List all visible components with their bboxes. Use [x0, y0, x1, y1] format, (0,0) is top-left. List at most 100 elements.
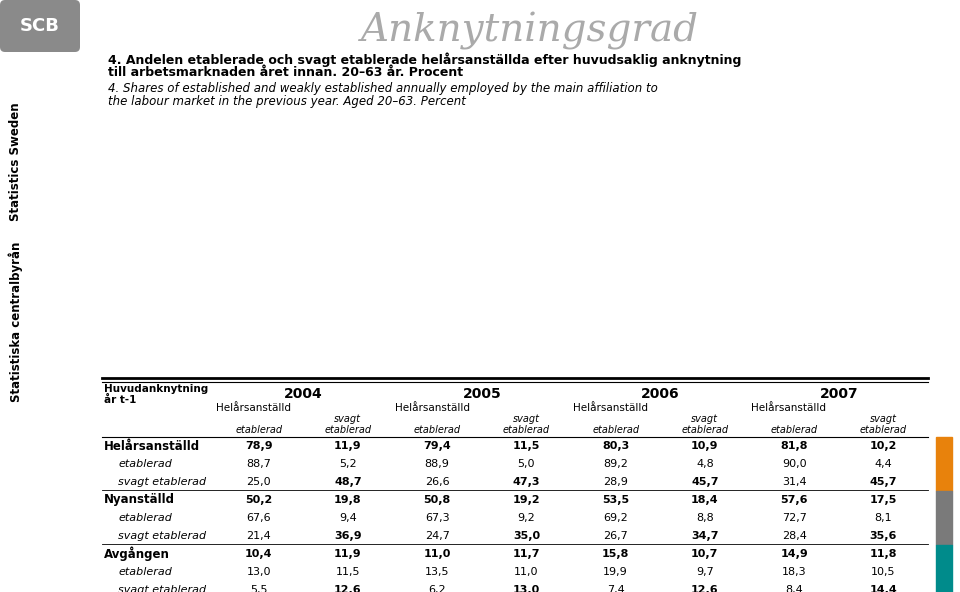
Text: 10,2: 10,2: [870, 441, 897, 451]
Text: 19,8: 19,8: [334, 495, 362, 505]
Text: svagt etablerad: svagt etablerad: [118, 477, 206, 487]
Text: 21,4: 21,4: [247, 531, 271, 541]
Text: Statistiska centralbyrån: Statistiska centralbyrån: [9, 242, 23, 402]
Text: 88,7: 88,7: [246, 459, 271, 469]
Text: Helårsanställd: Helårsanställd: [395, 403, 469, 413]
Text: 35,6: 35,6: [870, 531, 897, 541]
Text: 50,8: 50,8: [423, 495, 451, 505]
Text: 11,0: 11,0: [423, 549, 451, 559]
Text: 11,0: 11,0: [515, 567, 539, 577]
Text: etablerad: etablerad: [771, 425, 818, 435]
Text: Avgången: Avgången: [104, 547, 170, 561]
Text: 31,4: 31,4: [781, 477, 806, 487]
Text: etablerad: etablerad: [235, 425, 282, 435]
Text: 35,0: 35,0: [513, 531, 540, 541]
Bar: [936, 491, 952, 545]
Text: Huvudanknytning: Huvudanknytning: [104, 384, 208, 394]
Text: 57,6: 57,6: [780, 495, 808, 505]
Text: 14,4: 14,4: [870, 585, 898, 592]
Text: 53,5: 53,5: [602, 495, 629, 505]
Text: 2004: 2004: [284, 387, 323, 401]
Text: etablerad: etablerad: [324, 425, 372, 435]
Text: SCB: SCB: [20, 17, 60, 35]
Text: år t-1: år t-1: [104, 395, 136, 405]
Text: 8,4: 8,4: [785, 585, 803, 592]
Text: 11,5: 11,5: [513, 441, 540, 451]
Text: etablerad: etablerad: [414, 425, 461, 435]
Text: 36,9: 36,9: [334, 531, 362, 541]
Text: 11,9: 11,9: [334, 549, 362, 559]
Text: 19,2: 19,2: [513, 495, 540, 505]
Text: Statistics Sweden: Statistics Sweden: [10, 102, 22, 221]
Text: 15,8: 15,8: [602, 549, 630, 559]
Text: 34,7: 34,7: [691, 531, 719, 541]
Text: Helårsanställd: Helårsanställd: [104, 439, 200, 452]
Text: 9,4: 9,4: [339, 513, 357, 523]
FancyBboxPatch shape: [0, 0, 80, 52]
Text: 69,2: 69,2: [603, 513, 628, 523]
Text: 4. Shares of established and weakly established annually employed by the main af: 4. Shares of established and weakly esta…: [108, 82, 658, 95]
Text: svagt: svagt: [870, 414, 897, 424]
Text: 67,3: 67,3: [425, 513, 449, 523]
Text: 10,7: 10,7: [691, 549, 719, 559]
Text: 28,4: 28,4: [781, 531, 806, 541]
Text: 4,8: 4,8: [696, 459, 713, 469]
Text: the labour market in the previous year. Aged 20–63. Percent: the labour market in the previous year. …: [108, 95, 466, 108]
Text: etablerad: etablerad: [118, 513, 172, 523]
Text: 14,9: 14,9: [780, 549, 808, 559]
Text: etablerad: etablerad: [118, 459, 172, 469]
Text: 13,5: 13,5: [425, 567, 449, 577]
Text: 12,6: 12,6: [691, 585, 719, 592]
Text: 9,7: 9,7: [696, 567, 713, 577]
Text: etablerad: etablerad: [118, 567, 172, 577]
Text: 11,8: 11,8: [870, 549, 898, 559]
Text: 12,6: 12,6: [334, 585, 362, 592]
Bar: [936, 437, 952, 491]
Text: 19,9: 19,9: [603, 567, 628, 577]
Text: 10,4: 10,4: [245, 549, 273, 559]
Text: 72,7: 72,7: [781, 513, 806, 523]
Text: 7,4: 7,4: [607, 585, 625, 592]
Text: 79,4: 79,4: [423, 441, 451, 451]
Text: 45,7: 45,7: [870, 477, 898, 487]
Text: svagt etablerad: svagt etablerad: [118, 585, 206, 592]
Text: Helårsanställd: Helårsanställd: [752, 403, 827, 413]
Text: 26,7: 26,7: [603, 531, 628, 541]
Text: svagt: svagt: [513, 414, 540, 424]
Text: svagt: svagt: [691, 414, 718, 424]
Text: 2005: 2005: [463, 387, 501, 401]
Text: 50,2: 50,2: [245, 495, 273, 505]
Text: 11,5: 11,5: [336, 567, 360, 577]
Text: 25,0: 25,0: [247, 477, 271, 487]
Text: etablerad: etablerad: [592, 425, 639, 435]
Text: Anknytningsgrad: Anknytningsgrad: [361, 12, 699, 50]
Text: etablerad: etablerad: [682, 425, 729, 435]
Text: 10,5: 10,5: [871, 567, 896, 577]
Text: 13,0: 13,0: [247, 567, 271, 577]
Text: 78,9: 78,9: [245, 441, 273, 451]
Text: 11,9: 11,9: [334, 441, 362, 451]
Text: 90,0: 90,0: [781, 459, 806, 469]
Text: 67,6: 67,6: [247, 513, 271, 523]
Text: 80,3: 80,3: [602, 441, 629, 451]
Text: Helårsanställd: Helårsanställd: [573, 403, 648, 413]
Text: 4. Andelen etablerade och svagt etablerade helårsanställda efter huvudsaklig ank: 4. Andelen etablerade och svagt etablera…: [108, 52, 741, 66]
Text: etablerad: etablerad: [503, 425, 550, 435]
Text: 5,2: 5,2: [339, 459, 357, 469]
Text: 47,3: 47,3: [513, 477, 540, 487]
Text: till arbetsmarknaden året innan. 20–63 år. Procent: till arbetsmarknaden året innan. 20–63 å…: [108, 66, 463, 79]
Text: 9,2: 9,2: [517, 513, 536, 523]
Text: 81,8: 81,8: [780, 441, 808, 451]
Text: 10,9: 10,9: [691, 441, 719, 451]
Text: 45,7: 45,7: [691, 477, 719, 487]
Text: 8,1: 8,1: [875, 513, 892, 523]
Text: 48,7: 48,7: [334, 477, 362, 487]
Text: svagt etablerad: svagt etablerad: [118, 531, 206, 541]
Text: 2006: 2006: [641, 387, 680, 401]
Text: svagt: svagt: [334, 414, 361, 424]
Text: etablerad: etablerad: [860, 425, 907, 435]
Text: 24,7: 24,7: [424, 531, 449, 541]
Text: 13,0: 13,0: [513, 585, 540, 592]
Text: 28,9: 28,9: [603, 477, 628, 487]
Text: 5,5: 5,5: [250, 585, 268, 592]
